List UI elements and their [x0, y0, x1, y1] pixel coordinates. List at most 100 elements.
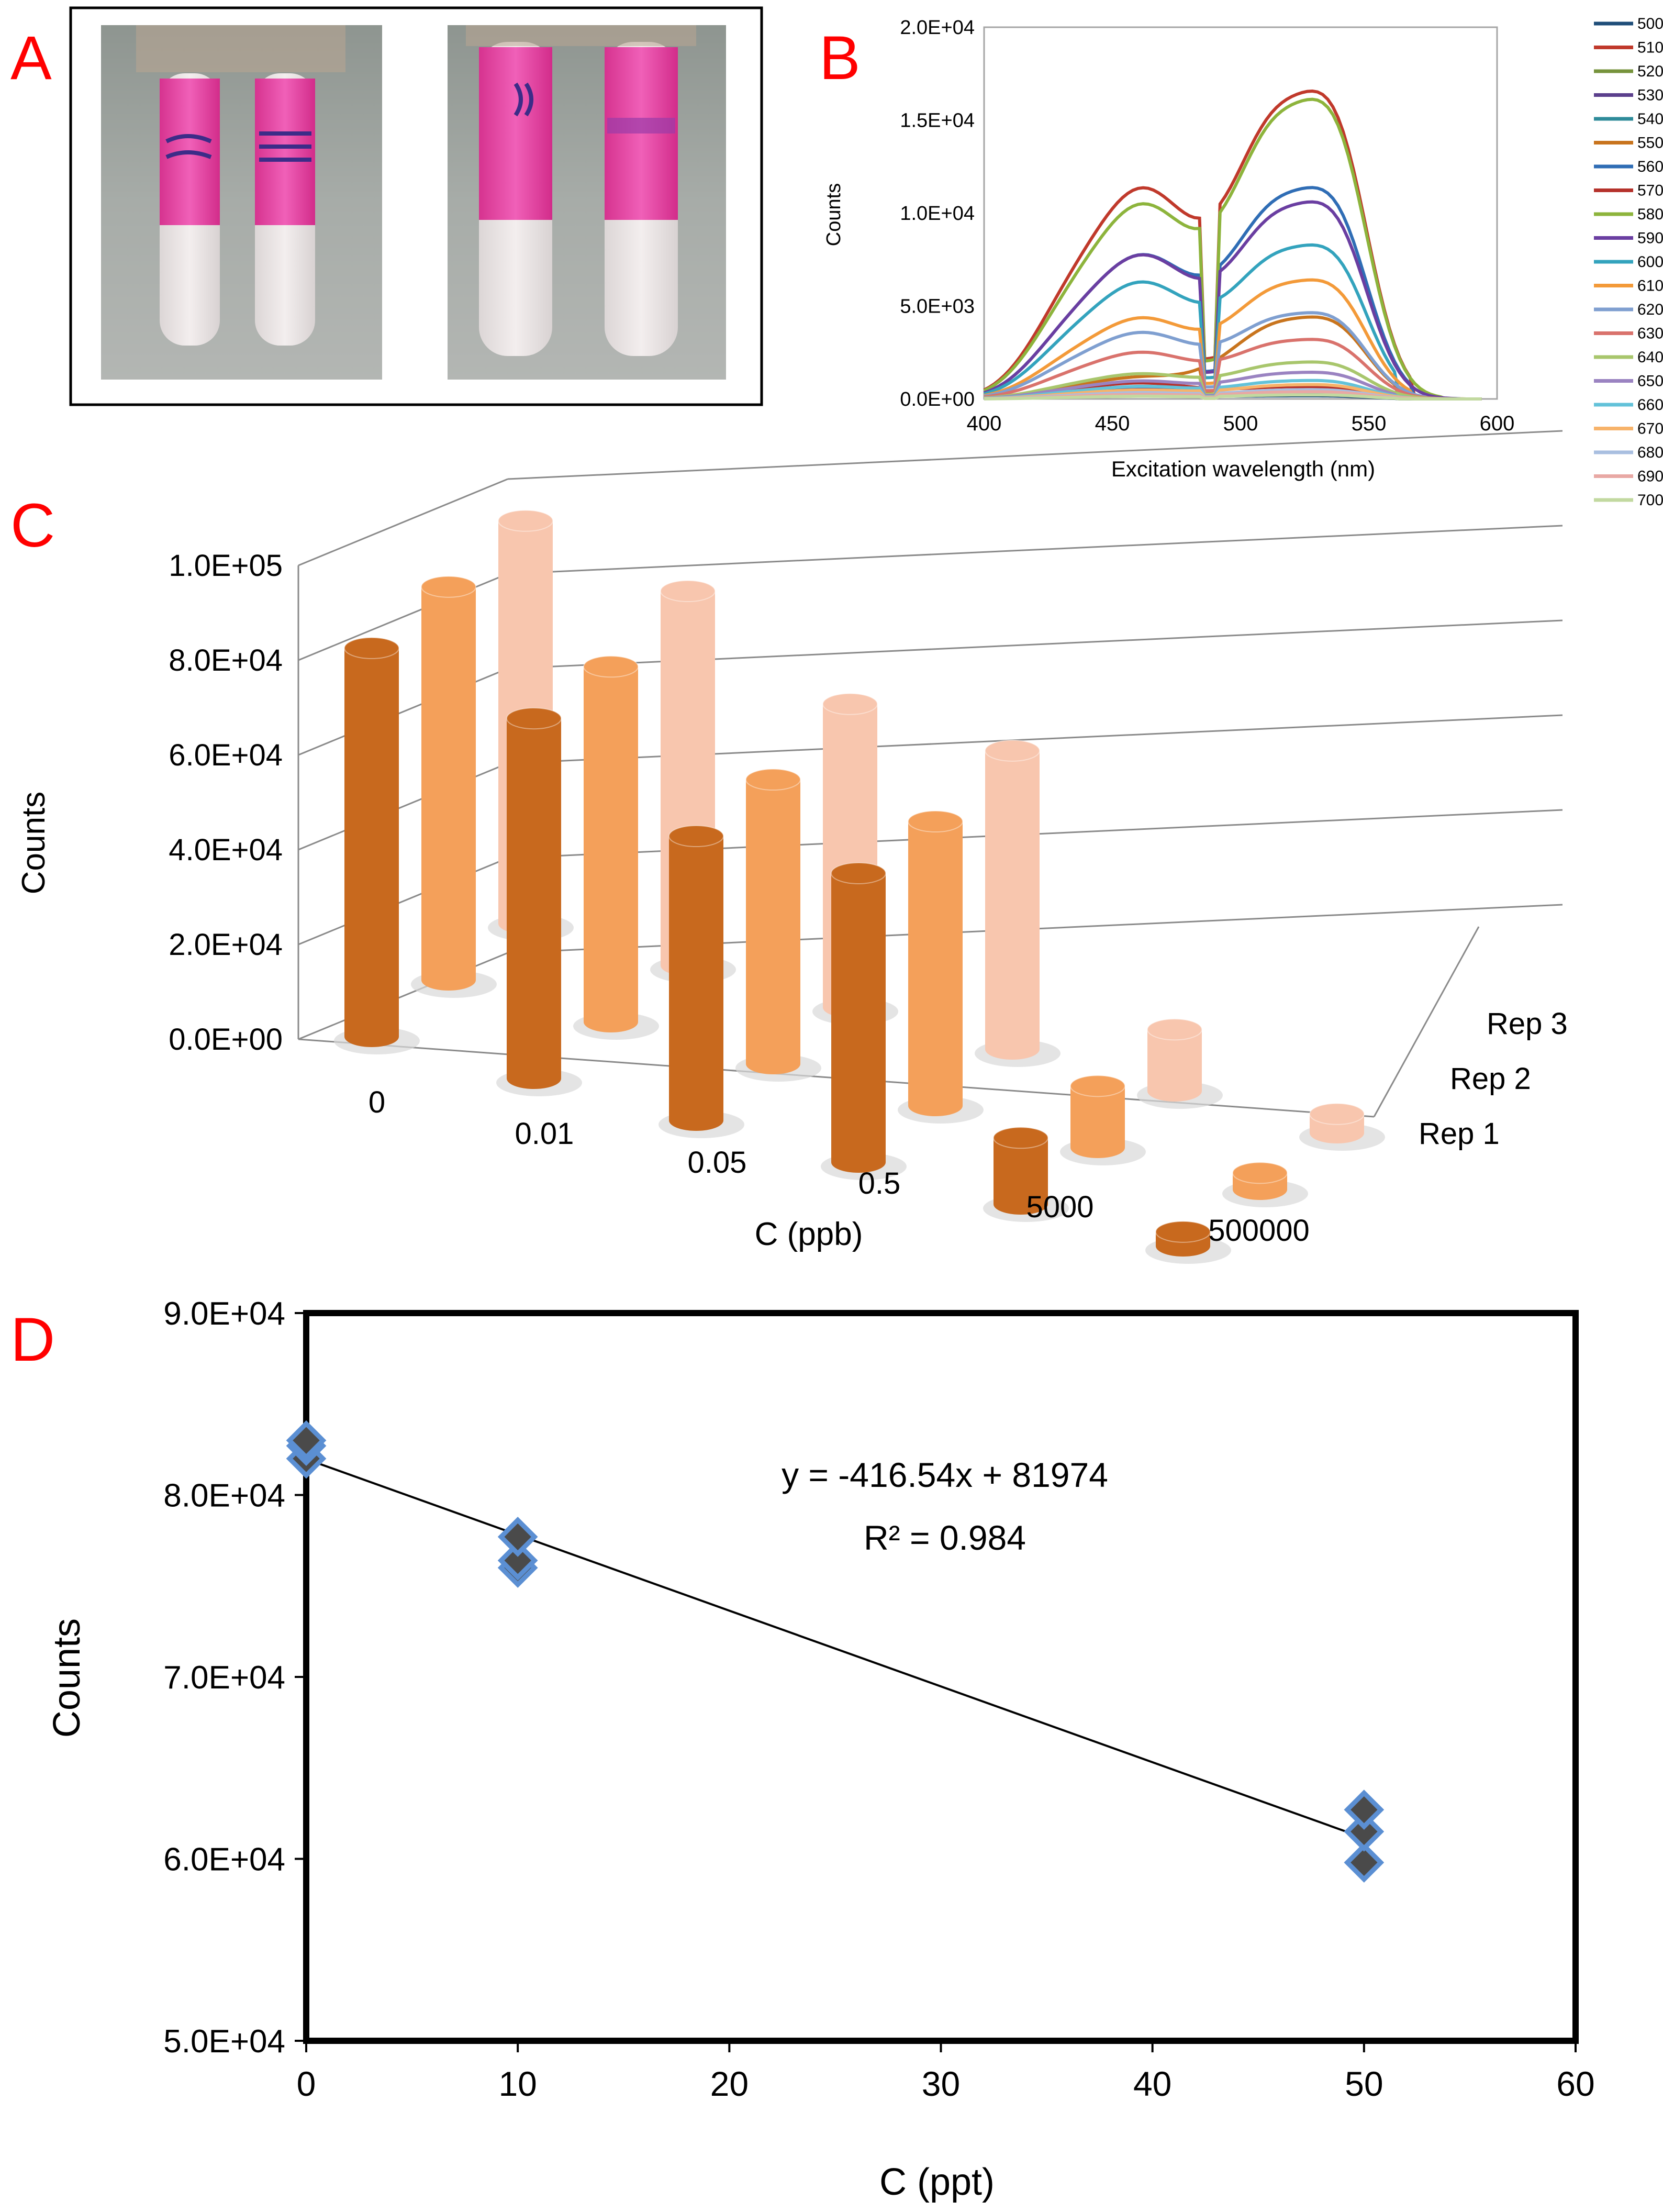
side-gridline — [298, 952, 508, 1040]
x-tick-label: 20 — [710, 2064, 749, 2103]
test-tube — [605, 42, 678, 356]
y-tick-label: 5.0E+03 — [900, 296, 975, 318]
series-line-610 — [984, 278, 1482, 401]
bar-rep-2-0 — [411, 575, 497, 998]
bar-top — [831, 862, 886, 884]
legend-label: 590 — [1637, 230, 1663, 247]
x-tick-label: 0.5 — [858, 1166, 901, 1201]
bar-rep-3-0.5 — [975, 739, 1061, 1067]
side-gridline — [298, 573, 508, 661]
y-tick-label: 2.0E+04 — [169, 928, 283, 962]
legend-label: 570 — [1637, 182, 1663, 199]
plot-area — [983, 26, 1498, 400]
series-line-620 — [984, 311, 1482, 401]
x-tick-label: 30 — [922, 2064, 960, 2103]
trendline-equation: y = -416.54x + 81974 — [782, 1455, 1108, 1494]
legend-label: 680 — [1637, 444, 1663, 461]
x-tick-label: 550 — [1352, 412, 1387, 435]
bar-top — [1147, 1018, 1202, 1041]
test-tube — [255, 73, 315, 346]
series-line-640 — [984, 360, 1482, 401]
x-tick-label: 40 — [1133, 2064, 1171, 2103]
bar-body — [584, 666, 638, 1032]
y-tick-label: 8.0E+04 — [169, 643, 283, 677]
legend-label: 660 — [1637, 396, 1663, 414]
data-point — [286, 1420, 327, 1461]
data-point — [1344, 1789, 1385, 1830]
y-axis-label: Counts — [46, 1618, 88, 1738]
back-gridline — [507, 430, 1563, 480]
x-tick-label: 5000 — [1026, 1190, 1093, 1224]
panel-label-a: A — [10, 24, 52, 93]
x-tick-label: 450 — [1095, 412, 1130, 435]
bar-top — [1309, 1103, 1365, 1125]
depth-label: Rep 3 — [1487, 1007, 1568, 1041]
x-tick-label: 400 — [967, 412, 1002, 435]
legend-label: 500 — [1637, 15, 1663, 32]
y-tick-label: 4.0E+04 — [169, 833, 283, 867]
bar-body — [507, 718, 561, 1089]
bar-top — [344, 637, 399, 659]
legend-label: 560 — [1637, 158, 1663, 175]
bar-rep-1-0.5 — [821, 862, 907, 1180]
depth-label: Rep 2 — [1450, 1062, 1531, 1096]
bar-top — [583, 655, 639, 678]
bar-body — [1147, 1029, 1202, 1102]
x-tick-label: 500000 — [1208, 1214, 1310, 1248]
bar-top — [421, 575, 476, 598]
legend-label: 670 — [1637, 420, 1663, 438]
bar-rep-2-0.01 — [573, 655, 659, 1040]
x-tick-label: 60 — [1556, 2064, 1594, 2103]
bar-top — [498, 509, 553, 532]
y-axis-label: Counts — [16, 792, 52, 894]
x-tick-label: 10 — [498, 2064, 537, 2103]
y-tick-label: 1.0E+05 — [169, 549, 283, 583]
panel-d-chart: 5.0E+04 6.0E+04 7.0E+04 8.0E+04 9.0E+04 0 10 2… — [46, 1296, 1595, 2203]
bar-body — [908, 821, 963, 1116]
bar-top — [506, 707, 562, 730]
y-tick-label: 1.0E+04 — [900, 203, 975, 225]
data-point — [1344, 1811, 1385, 1852]
panel-label-d: D — [10, 1305, 55, 1374]
bar-rep-2-500000 — [1222, 1162, 1308, 1207]
legend-label: 510 — [1637, 39, 1663, 57]
y-axis-label: Counts — [823, 183, 845, 246]
bar-top — [1070, 1075, 1125, 1097]
fingers — [466, 25, 696, 46]
data-point — [1344, 1842, 1385, 1883]
legend-label: 610 — [1637, 277, 1663, 295]
bar-rep-3-5000 — [1137, 1018, 1223, 1109]
x-tick-label: 0.05 — [688, 1146, 747, 1180]
r-squared-label: R² = 0.984 — [864, 1518, 1026, 1557]
bar-rep-1-500000 — [1145, 1220, 1231, 1264]
bar-top — [660, 580, 716, 603]
panel-label-c: C — [10, 491, 55, 560]
x-tick-label: 500 — [1223, 412, 1258, 435]
series-line-580 — [983, 97, 1482, 401]
trendline — [306, 1458, 1365, 1839]
bar-rep-2-0.05 — [735, 769, 821, 1082]
plot-area — [303, 1310, 1579, 2044]
bar-top — [993, 1127, 1048, 1149]
y-tick-label: 2.0E+04 — [900, 17, 975, 39]
bar-top — [908, 810, 963, 832]
x-tick-label: 0 — [297, 2064, 316, 2103]
y-tick-label: 0.0E+00 — [900, 388, 975, 410]
bar-body — [994, 1138, 1048, 1215]
bar-rep-1-0 — [334, 637, 420, 1054]
bar-top — [1155, 1220, 1211, 1243]
panel-a-photo — [69, 6, 763, 406]
x-tick-label: 600 — [1480, 412, 1515, 435]
legend-label: 640 — [1637, 349, 1663, 366]
test-tube — [160, 73, 220, 346]
series-line-630 — [984, 338, 1482, 401]
x-tick-label: 50 — [1345, 2064, 1383, 2103]
x-tick-label: 0.01 — [515, 1117, 574, 1151]
bar-body — [344, 648, 399, 1047]
x-tick-label: 0 — [369, 1085, 385, 1119]
legend-label: 690 — [1637, 468, 1663, 485]
series-line-590 — [983, 200, 1482, 401]
x-axis-label: Excitation wavelength (nm) — [1111, 457, 1375, 481]
depth-axis-line — [1373, 926, 1480, 1117]
